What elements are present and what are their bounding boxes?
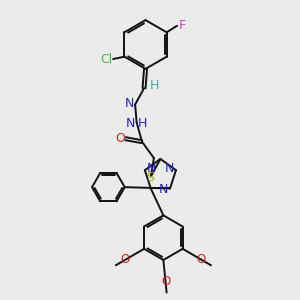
- Text: O: O: [197, 253, 206, 266]
- Text: F: F: [179, 19, 186, 32]
- Text: N: N: [165, 162, 174, 175]
- Text: S: S: [146, 171, 154, 184]
- Text: N: N: [125, 97, 134, 110]
- Text: H: H: [138, 117, 147, 130]
- Text: N: N: [147, 162, 156, 175]
- Text: O: O: [121, 253, 130, 266]
- Text: Cl: Cl: [100, 52, 113, 66]
- Text: N: N: [159, 183, 168, 196]
- Text: O: O: [115, 132, 125, 145]
- Text: N: N: [126, 117, 135, 130]
- Text: H: H: [150, 79, 159, 92]
- Text: O: O: [161, 275, 170, 288]
